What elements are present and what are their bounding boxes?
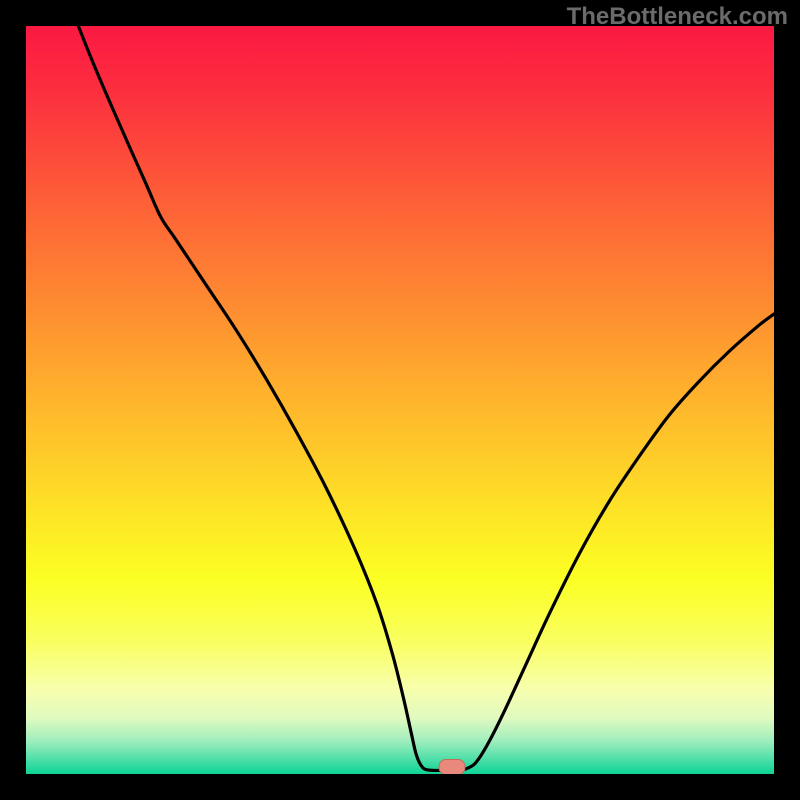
optimum-marker <box>452 767 453 768</box>
chart-frame: TheBottleneck.com <box>0 0 800 800</box>
plot-area <box>26 26 774 774</box>
bottleneck-curve <box>26 26 774 774</box>
